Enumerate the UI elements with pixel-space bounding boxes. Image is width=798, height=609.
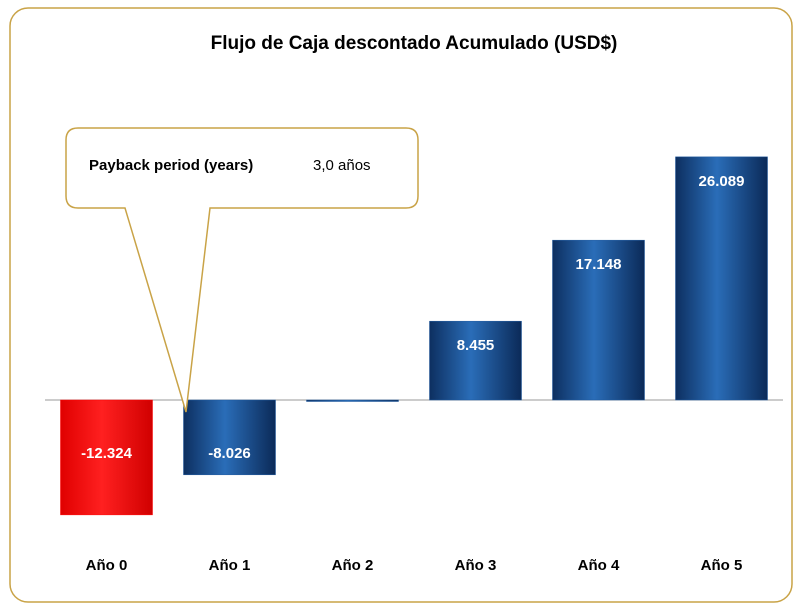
x-tick-label: Año 2 [332, 557, 374, 574]
value-label: -8.026 [208, 445, 251, 462]
bars [60, 156, 768, 516]
value-label: 8.455 [457, 337, 495, 354]
value-label: -12.324 [81, 445, 133, 462]
callout [65, 127, 419, 413]
x-tick-label: Año 1 [209, 557, 251, 574]
value-label: 26.089 [699, 173, 745, 190]
callout-value: 3,0 años [313, 157, 371, 174]
bar [675, 156, 768, 401]
x-tick-label: Año 4 [578, 557, 620, 574]
bar [183, 399, 276, 476]
bar [60, 399, 153, 516]
chart-title: Flujo de Caja descontado Acumulado (USD$… [211, 33, 618, 54]
x-tick-label: Año 3 [455, 557, 497, 574]
value-label: 17.148 [576, 256, 622, 273]
callout-label: Payback period (years) [89, 157, 253, 174]
bar [429, 320, 522, 401]
x-tick-label: Año 0 [86, 557, 128, 574]
x-tick-label: Año 5 [701, 557, 743, 574]
bar [552, 239, 645, 401]
bar [306, 399, 399, 402]
